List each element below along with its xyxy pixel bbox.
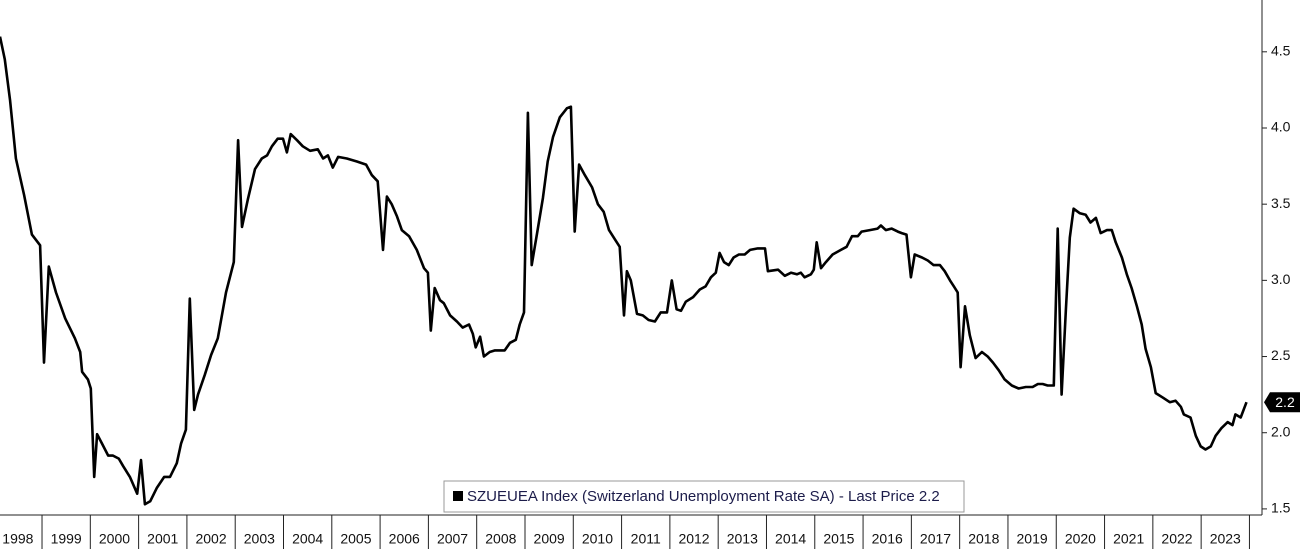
x-tick-label: 2006	[389, 531, 420, 547]
x-tick-label: 2013	[727, 531, 758, 547]
x-tick-label: 2012	[678, 531, 709, 547]
x-tick-label: 2015	[823, 531, 854, 547]
x-tick-label: 1998	[2, 531, 33, 547]
legend-label: SZUEUEA Index (Switzerland Unemployment …	[467, 488, 940, 505]
x-tick-label: 2000	[99, 531, 130, 547]
y-tick-label: 1.5	[1271, 500, 1291, 516]
x-tick-label: 2018	[968, 531, 999, 547]
x-tick-label: 2008	[485, 531, 516, 547]
x-tick-label: 2009	[534, 531, 565, 547]
x-tick-label: 2023	[1210, 531, 1241, 547]
y-tick-label: 4.5	[1271, 43, 1291, 59]
x-tick-label: 2002	[195, 531, 226, 547]
x-tick-label: 2020	[1065, 531, 1096, 547]
x-tick-label: 2001	[147, 531, 178, 547]
y-tick-label: 3.0	[1271, 271, 1291, 287]
x-tick-label: 2014	[775, 531, 806, 547]
line	[0, 36, 1248, 506]
legend-swatch	[453, 491, 463, 501]
y-tick-label: 2.0	[1271, 423, 1291, 439]
x-tick-label: 2022	[1161, 531, 1192, 547]
x-tick-label: 2004	[292, 531, 323, 547]
x-tick-label: 2016	[872, 531, 903, 547]
x-tick-label: 2007	[437, 531, 468, 547]
last-price-tag	[1264, 392, 1300, 413]
last-price-label: 2.2	[1275, 394, 1295, 410]
x-tick-label: 2003	[244, 531, 275, 547]
x-tick-label: 2019	[1017, 531, 1048, 547]
x-tick-label: 2021	[1113, 531, 1144, 547]
x-tick-label: 2017	[920, 531, 951, 547]
legend: SZUEUEA Index (Switzerland Unemployment …	[443, 480, 965, 513]
legend-box	[443, 480, 965, 513]
y-tick-label: 4.0	[1271, 119, 1291, 135]
x-tick-label: 1999	[51, 531, 82, 547]
y-tick-label: 3.5	[1271, 195, 1291, 211]
x-tick-label: 2011	[631, 531, 661, 547]
y-tick-label: 2.5	[1271, 347, 1291, 363]
x-tick-label: 2010	[582, 531, 613, 547]
x-tick-label: 2005	[340, 531, 371, 547]
